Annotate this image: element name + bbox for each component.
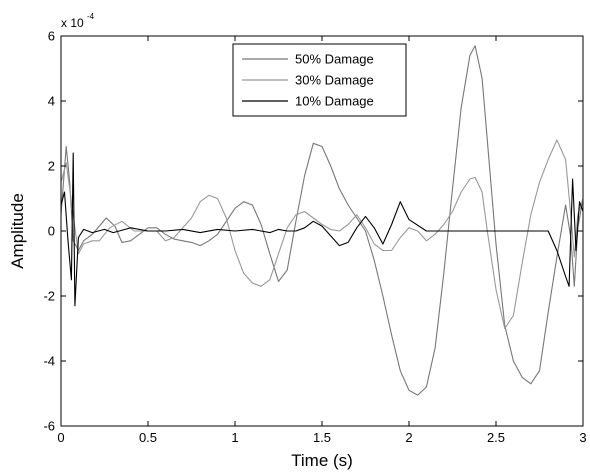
x-tick-label: 0 <box>57 430 64 445</box>
y-tick-label: -6 <box>43 419 55 434</box>
y-tick-label: 2 <box>48 159 55 174</box>
x-tick-label: 3 <box>579 430 586 445</box>
series-line-3 <box>60 152 584 307</box>
x-tick-label: 1.5 <box>313 430 331 445</box>
labels: Time (s) Amplitude x 10 -4 <box>8 12 353 470</box>
y-tick-label: 6 <box>48 29 55 44</box>
legend-label: 10% Damage <box>295 94 374 109</box>
legend-label: 50% Damage <box>295 52 374 67</box>
series-line-2 <box>60 139 584 330</box>
y-tick-label: 4 <box>48 94 55 109</box>
y-tick-label: 0 <box>48 224 55 239</box>
legend: 50% Damage 30% Damage 10% Damage <box>232 43 407 117</box>
y-axis-title: Amplitude <box>8 193 27 269</box>
x-tick-label: 2.5 <box>487 430 505 445</box>
series-group <box>60 45 584 396</box>
x-tick-label: 0.5 <box>139 430 157 445</box>
x-tick-label: 2 <box>405 430 412 445</box>
y-tick-label: -2 <box>43 289 55 304</box>
y-scale-factor: x 10 <box>61 16 84 30</box>
legend-label: 30% Damage <box>295 73 374 88</box>
series-line-1 <box>60 45 584 396</box>
y-tick-label: -4 <box>43 354 55 369</box>
x-axis-title: Time (s) <box>291 451 353 470</box>
x-tick-label: 1 <box>231 430 238 445</box>
y-scale-exponent: -4 <box>87 12 95 21</box>
axes: 0 0.5 1 1.5 2 2.5 3 -6 -4 -2 0 2 4 6 <box>43 29 586 446</box>
